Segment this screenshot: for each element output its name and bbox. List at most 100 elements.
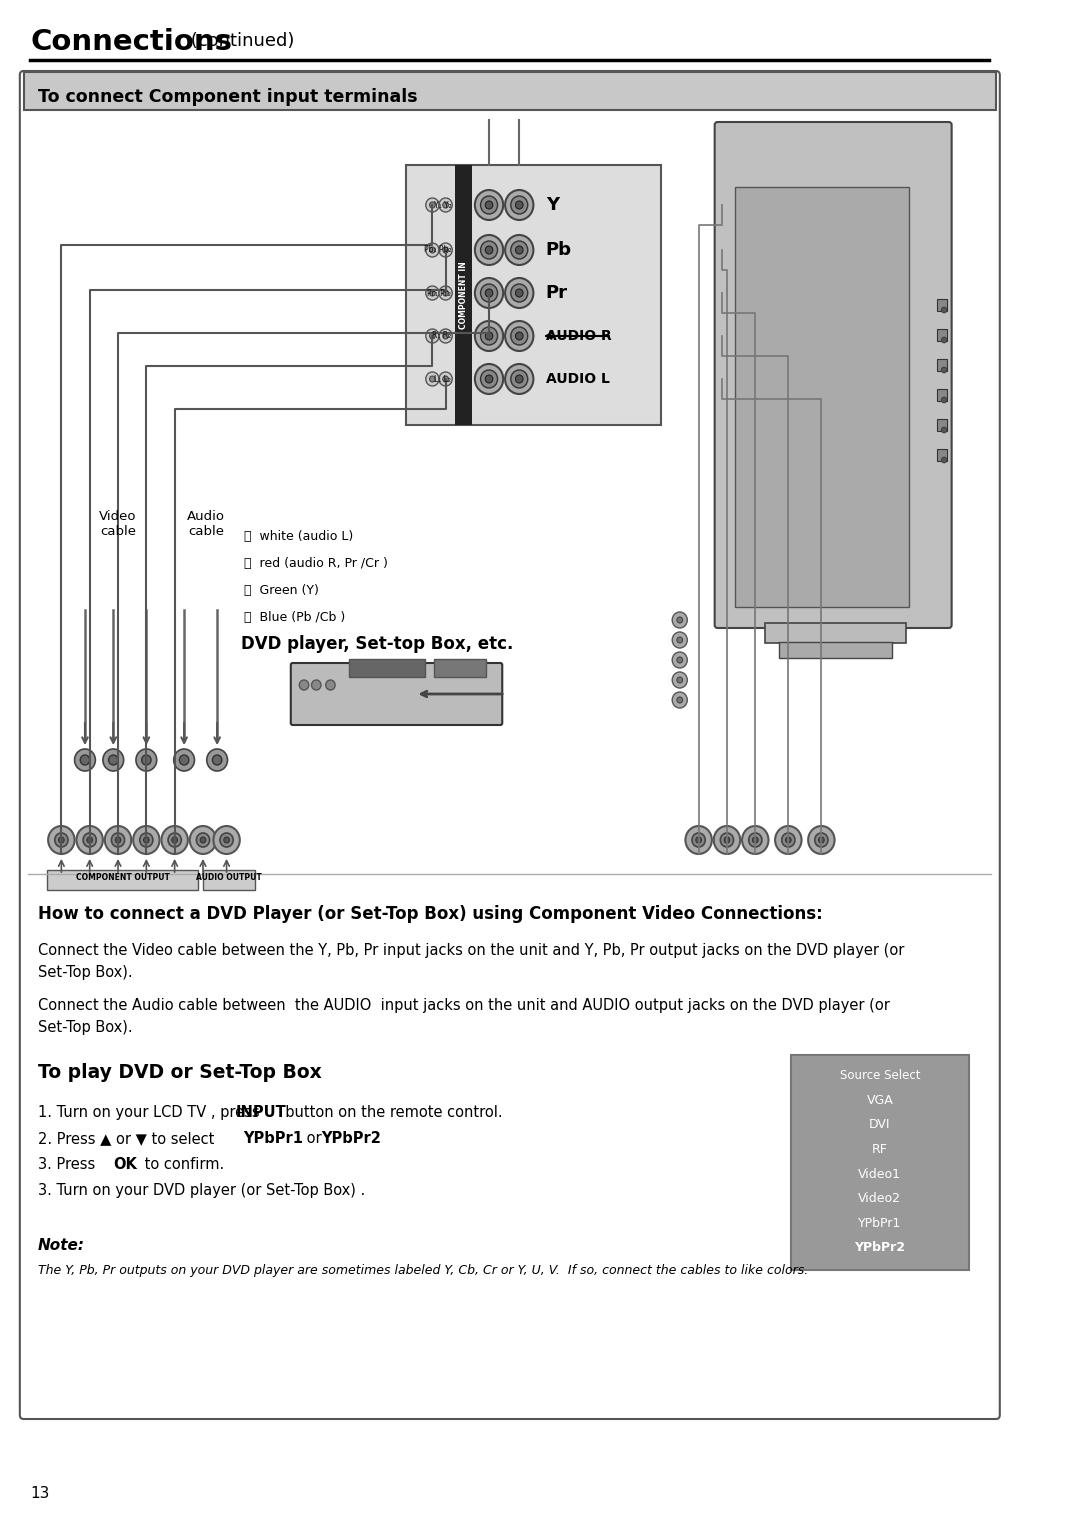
Text: Connect the Video cable between the Y, Pb, Pr input jacks on the unit and Y, Pb,: Connect the Video cable between the Y, P… [38,944,904,957]
Circle shape [214,826,240,854]
Circle shape [174,749,194,772]
Circle shape [775,826,801,854]
Text: 1. Turn on your LCD TV , press: 1. Turn on your LCD TV , press [38,1105,264,1120]
Text: 3. Turn on your DVD player (or Set-Top Box) .: 3. Turn on your DVD player (or Set-Top B… [38,1183,365,1198]
Circle shape [672,673,687,688]
Circle shape [511,240,528,259]
Circle shape [672,632,687,648]
Circle shape [438,286,453,300]
Text: Ⓑ  Blue (Pb /Cb ): Ⓑ Blue (Pb /Cb ) [244,610,345,624]
Text: Y₁ Y₂: Y₁ Y₂ [433,201,451,210]
Circle shape [677,677,683,683]
Circle shape [426,329,438,342]
Text: YPbPr1: YPbPr1 [859,1216,902,1230]
Text: YPbPr2: YPbPr2 [854,1242,905,1254]
FancyBboxPatch shape [19,72,1000,1419]
Circle shape [753,837,758,843]
Circle shape [511,285,528,301]
Text: Connect the Audio cable between  the AUDIO  input jacks on the unit and AUDIO ou: Connect the Audio cable between the AUDI… [38,998,890,1014]
Circle shape [75,749,95,772]
Circle shape [172,837,177,843]
Text: button on the remote control.: button on the remote control. [275,1105,502,1120]
Circle shape [672,651,687,668]
Circle shape [200,837,206,843]
Circle shape [742,826,769,854]
Circle shape [782,833,795,848]
Circle shape [505,234,534,265]
Text: Video
cable: Video cable [99,510,137,537]
Circle shape [515,289,523,297]
Circle shape [190,826,216,854]
Text: The Y, Pb, Pr outputs on your DVD player are sometimes labeled Y, Cb, Cr or Y, U: The Y, Pb, Pr outputs on your DVD player… [38,1263,808,1277]
Bar [779,642,892,658]
Circle shape [430,376,435,382]
Circle shape [748,833,761,848]
Circle shape [430,247,435,253]
Circle shape [443,333,448,339]
Circle shape [481,240,498,259]
Text: to confirm.: to confirm. [139,1157,224,1172]
Text: AUDIO OUTPUT: AUDIO OUTPUT [195,874,261,883]
Circle shape [83,833,96,848]
Bar [937,419,947,431]
Circle shape [515,201,523,209]
Circle shape [77,826,103,854]
Circle shape [141,755,151,766]
Circle shape [197,833,210,848]
Text: INPUT: INPUT [237,1105,287,1120]
Text: Pb₁ Pb₂: Pb₁ Pb₂ [423,245,451,254]
Circle shape [475,279,503,307]
Circle shape [86,837,93,843]
Bar [792,1055,969,1269]
Circle shape [942,457,947,463]
Text: Video2: Video2 [859,1192,902,1205]
Bar [937,449,947,461]
Circle shape [485,332,492,339]
Circle shape [58,837,64,843]
Bar [24,72,996,110]
Circle shape [672,612,687,629]
Bar [734,187,909,607]
Bar [48,871,199,890]
Circle shape [326,680,335,689]
Circle shape [515,332,523,339]
Circle shape [430,202,435,209]
Circle shape [485,374,492,384]
Text: AUDIO L: AUDIO L [545,371,609,387]
Bar [937,359,947,371]
Bar [937,298,947,310]
Circle shape [179,755,189,766]
Circle shape [80,755,90,766]
Circle shape [714,826,740,854]
Circle shape [443,291,448,295]
Text: Ⓦ  white (audio L): Ⓦ white (audio L) [244,530,353,543]
Text: Note:: Note: [38,1237,84,1253]
Circle shape [485,247,492,254]
Text: 2. Press ▲ or ▼ to select: 2. Press ▲ or ▼ to select [38,1131,219,1146]
Text: Set-Top Box).: Set-Top Box). [38,1020,133,1035]
Circle shape [475,364,503,394]
Text: (continued): (continued) [185,32,295,50]
Circle shape [505,279,534,307]
Circle shape [443,376,448,382]
Text: To play DVD or Set-Top Box: To play DVD or Set-Top Box [38,1062,322,1082]
Bar [203,871,255,890]
Circle shape [686,826,712,854]
Circle shape [942,367,947,373]
Circle shape [942,336,947,342]
Circle shape [438,371,453,387]
Text: R₁ R₂: R₁ R₂ [432,332,451,341]
Text: DVI: DVI [869,1119,891,1131]
Circle shape [677,616,683,622]
Circle shape [724,837,730,843]
Text: .: . [376,1131,380,1146]
Circle shape [505,190,534,221]
Circle shape [206,749,228,772]
Circle shape [168,833,181,848]
Circle shape [515,247,523,254]
Circle shape [808,826,835,854]
Text: Video1: Video1 [859,1167,902,1181]
Circle shape [481,196,498,215]
Text: 3. Press: 3. Press [38,1157,99,1172]
Circle shape [481,370,498,388]
